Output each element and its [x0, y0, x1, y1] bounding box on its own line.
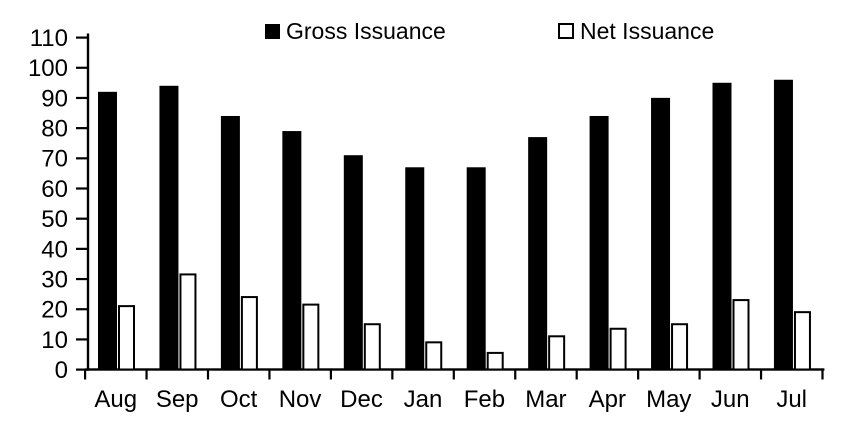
bar-gross-jan — [405, 167, 425, 371]
x-tick — [698, 369, 701, 380]
y-tick-label: 0 — [55, 357, 68, 384]
y-tick-label: 30 — [41, 266, 68, 293]
bar-gross-may — [651, 97, 671, 371]
y-tick — [76, 157, 88, 160]
y-tick-label: 20 — [41, 297, 68, 324]
y-tick — [76, 368, 88, 371]
bar-gross-dec — [343, 155, 363, 371]
bar-net-jan — [425, 341, 443, 371]
y-tick — [76, 277, 88, 281]
x-tick — [575, 369, 578, 380]
bar-gross-jul — [773, 79, 793, 371]
x-axis-label-jan: Jan — [404, 386, 443, 413]
bar-gross-oct — [220, 115, 240, 371]
bar-gross-jun — [712, 82, 732, 371]
x-axis-label-may: May — [646, 386, 691, 413]
legend-label-net-issuance: Net Issuance — [580, 18, 715, 44]
x-axis-label-nov: Nov — [279, 386, 322, 413]
y-tick-label: 50 — [41, 206, 68, 233]
x-axis-label-apr: Apr — [589, 386, 626, 413]
y-tick-label: 110 — [30, 25, 68, 52]
x-axis-label-sep: Sep — [156, 386, 199, 413]
legend-swatch-outlined-icon — [558, 23, 574, 39]
bar-net-mar — [548, 335, 566, 371]
bar-gross-apr — [589, 115, 609, 371]
x-tick — [452, 369, 455, 380]
bar-gross-aug — [98, 91, 117, 371]
bar-gross-mar — [528, 137, 548, 371]
x-tick — [329, 369, 332, 380]
y-tick-label: 80 — [41, 116, 68, 143]
x-tick — [84, 369, 87, 380]
y-tick — [76, 36, 88, 39]
bar-net-dec — [363, 323, 381, 371]
x-tick — [514, 369, 517, 380]
y-tick-label: 10 — [41, 327, 68, 354]
legend-swatch-filled-icon — [265, 23, 280, 39]
legend-item-net-issuance: Net Issuance — [558, 18, 715, 44]
x-tick — [821, 369, 824, 380]
y-tick-label: 90 — [41, 85, 68, 112]
bar-net-jul — [793, 311, 811, 371]
y-tick — [76, 127, 88, 130]
y-tick — [76, 308, 88, 311]
bar-net-oct — [240, 296, 258, 371]
legend-item-gross-issuance: Gross Issuance — [265, 18, 446, 44]
y-axis — [86, 33, 90, 371]
y-tick-label: 40 — [41, 236, 68, 263]
bar-gross-nov — [282, 131, 302, 371]
x-axis-label-jun: Jun — [711, 386, 750, 413]
chart-legend: Gross Issuance Net Issuance — [0, 0, 852, 46]
x-tick — [637, 369, 640, 380]
y-tick-label: 70 — [41, 146, 68, 173]
legend-label-gross-issuance: Gross Issuance — [286, 18, 446, 44]
x-tick — [145, 369, 148, 380]
x-axis-label-mar: Mar — [525, 386, 566, 413]
x-axis-label-dec: Dec — [340, 386, 383, 413]
x-axis-label-oct: Oct — [220, 386, 258, 413]
y-tick — [76, 247, 88, 250]
x-axis-label-aug: Aug — [94, 386, 137, 413]
x-tick — [268, 369, 271, 380]
bar-net-may — [671, 323, 689, 371]
y-tick — [76, 338, 88, 341]
y-tick-label: 60 — [41, 176, 68, 203]
bar-net-jun — [732, 299, 750, 371]
bar-net-feb — [486, 351, 504, 371]
x-axis-label-jul: Jul — [776, 386, 807, 413]
x-tick — [206, 369, 210, 380]
bar-net-aug — [118, 305, 135, 371]
bar-gross-sep — [159, 85, 179, 371]
y-tick — [76, 66, 88, 69]
bar-gross-feb — [466, 167, 486, 371]
y-tick-label: 100 — [28, 55, 68, 82]
bar-net-apr — [609, 327, 627, 371]
y-tick — [76, 96, 88, 100]
y-tick — [76, 187, 88, 190]
bar-net-nov — [302, 303, 320, 371]
bar-net-sep — [179, 273, 197, 371]
x-tick — [391, 369, 394, 380]
y-tick — [76, 217, 88, 220]
x-axis-label-feb: Feb — [464, 386, 505, 413]
x-tick — [759, 369, 763, 380]
